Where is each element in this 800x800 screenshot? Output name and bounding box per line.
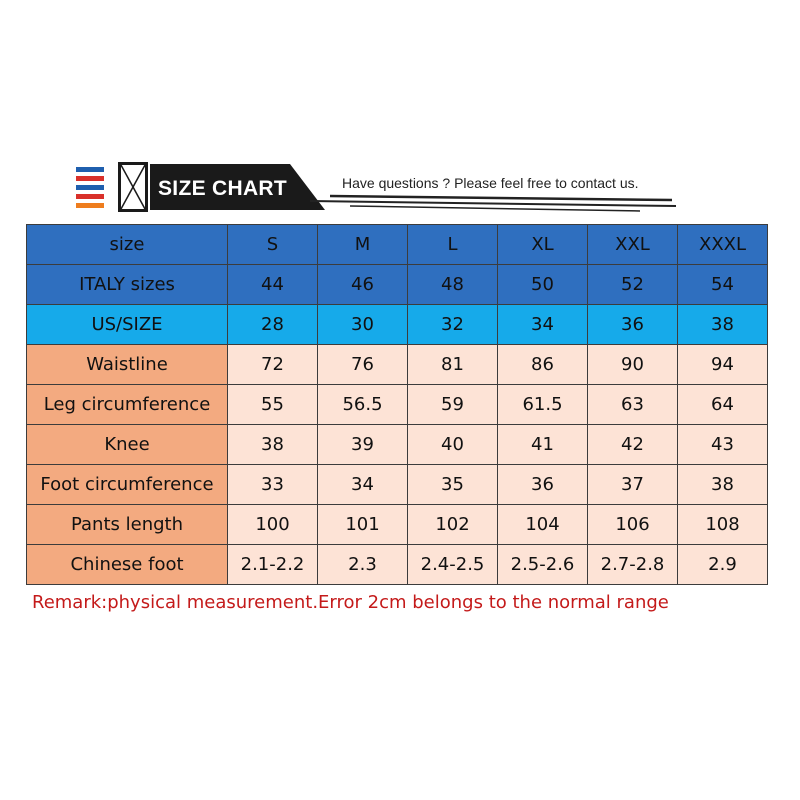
- table-cell: 46: [317, 264, 408, 305]
- table-cell: 34: [497, 304, 588, 345]
- table-cell: 2.3: [317, 544, 408, 585]
- table-cell: 81: [407, 344, 498, 385]
- remark-note: Remark:physical measurement.Error 2cm be…: [32, 592, 669, 613]
- table-row-chinese: Chinese foot 2.1-2.2 2.3 2.4-2.5 2.5-2.6 2.7-…: [26, 544, 768, 585]
- x-box-icon: [118, 162, 148, 212]
- table-cell: 34: [317, 464, 408, 505]
- table-cell: L: [407, 224, 498, 265]
- table-row-pants: Pants length 100 101 102 104 106 108: [26, 504, 768, 545]
- table-cell: 59: [407, 384, 498, 425]
- table-row-italy: ITALY sizes 44 46 48 50 52 54: [26, 264, 768, 305]
- table-cell: 76: [317, 344, 408, 385]
- table-cell: 35: [407, 464, 498, 505]
- table-cell: 63: [587, 384, 678, 425]
- page-title: SIZE CHART: [158, 177, 287, 200]
- row-label: ITALY sizes: [26, 264, 228, 305]
- table-cell: 32: [407, 304, 498, 345]
- table-cell: 2.9: [677, 544, 768, 585]
- table-row-knee: Knee 38 39 40 41 42 43: [26, 424, 768, 465]
- table-cell: 104: [497, 504, 588, 545]
- table-row-leg: Leg circumference 55 56.5 59 61.5 63 64: [26, 384, 768, 425]
- table-cell: 30: [317, 304, 408, 345]
- table-cell: 100: [227, 504, 318, 545]
- row-label: Waistline: [26, 344, 228, 385]
- table-cell: S: [227, 224, 318, 265]
- table-cell: 38: [677, 304, 768, 345]
- table-cell: 72: [227, 344, 318, 385]
- row-label: Foot circumference: [26, 464, 228, 505]
- row-label: Pants length: [26, 504, 228, 545]
- table-cell: 48: [407, 264, 498, 305]
- table-cell: 2.5-2.6: [497, 544, 588, 585]
- table-row-us: US/SIZE 28 30 32 34 36 38: [26, 304, 768, 345]
- table-cell: 36: [587, 304, 678, 345]
- table-cell: XXXL: [677, 224, 768, 265]
- table-cell: 90: [587, 344, 678, 385]
- table-row-waistline: Waistline 72 76 81 86 90 94: [26, 344, 768, 385]
- table-cell: 106: [587, 504, 678, 545]
- table-cell: 102: [407, 504, 498, 545]
- table-cell: 86: [497, 344, 588, 385]
- table-cell: XXL: [587, 224, 678, 265]
- table-cell: XL: [497, 224, 588, 265]
- decorative-stripes: [309, 194, 677, 212]
- table-cell: 43: [677, 424, 768, 465]
- table-cell: 38: [227, 424, 318, 465]
- table-cell: 39: [317, 424, 408, 465]
- table-cell: 2.4-2.5: [407, 544, 498, 585]
- contact-tagline: Have questions ? Please feel free to con…: [342, 175, 639, 191]
- row-label: Chinese foot: [26, 544, 228, 585]
- table-cell: 50: [497, 264, 588, 305]
- row-label: US/SIZE: [26, 304, 228, 345]
- table-cell: 94: [677, 344, 768, 385]
- table-cell: 41: [497, 424, 588, 465]
- table-cell: 101: [317, 504, 408, 545]
- table-cell: 28: [227, 304, 318, 345]
- table-cell: M: [317, 224, 408, 265]
- table-cell: 2.1-2.2: [227, 544, 318, 585]
- table-cell: 108: [677, 504, 768, 545]
- table-cell: 54: [677, 264, 768, 305]
- table-cell: 55: [227, 384, 318, 425]
- row-label: Leg circumference: [26, 384, 228, 425]
- table-cell: 64: [677, 384, 768, 425]
- flag-icon: [76, 167, 104, 211]
- table-cell: 2.7-2.8: [587, 544, 678, 585]
- table-cell: 33: [227, 464, 318, 505]
- table-cell: 52: [587, 264, 678, 305]
- table-header-row: size S M L XL XXL XXXL: [26, 224, 768, 265]
- table-cell: 36: [497, 464, 588, 505]
- table-row-foot: Foot circumference 33 34 35 36 37 38: [26, 464, 768, 505]
- table-cell: 44: [227, 264, 318, 305]
- table-cell: 38: [677, 464, 768, 505]
- table-cell: 37: [587, 464, 678, 505]
- table-cell: 61.5: [497, 384, 588, 425]
- table-cell: 40: [407, 424, 498, 465]
- table-cell: 42: [587, 424, 678, 465]
- table-cell: 56.5: [317, 384, 408, 425]
- size-table: size S M L XL XXL XXXL ITALY sizes 44 46 48 50 52 54 U…: [26, 224, 768, 585]
- row-label: size: [26, 224, 228, 265]
- row-label: Knee: [26, 424, 228, 465]
